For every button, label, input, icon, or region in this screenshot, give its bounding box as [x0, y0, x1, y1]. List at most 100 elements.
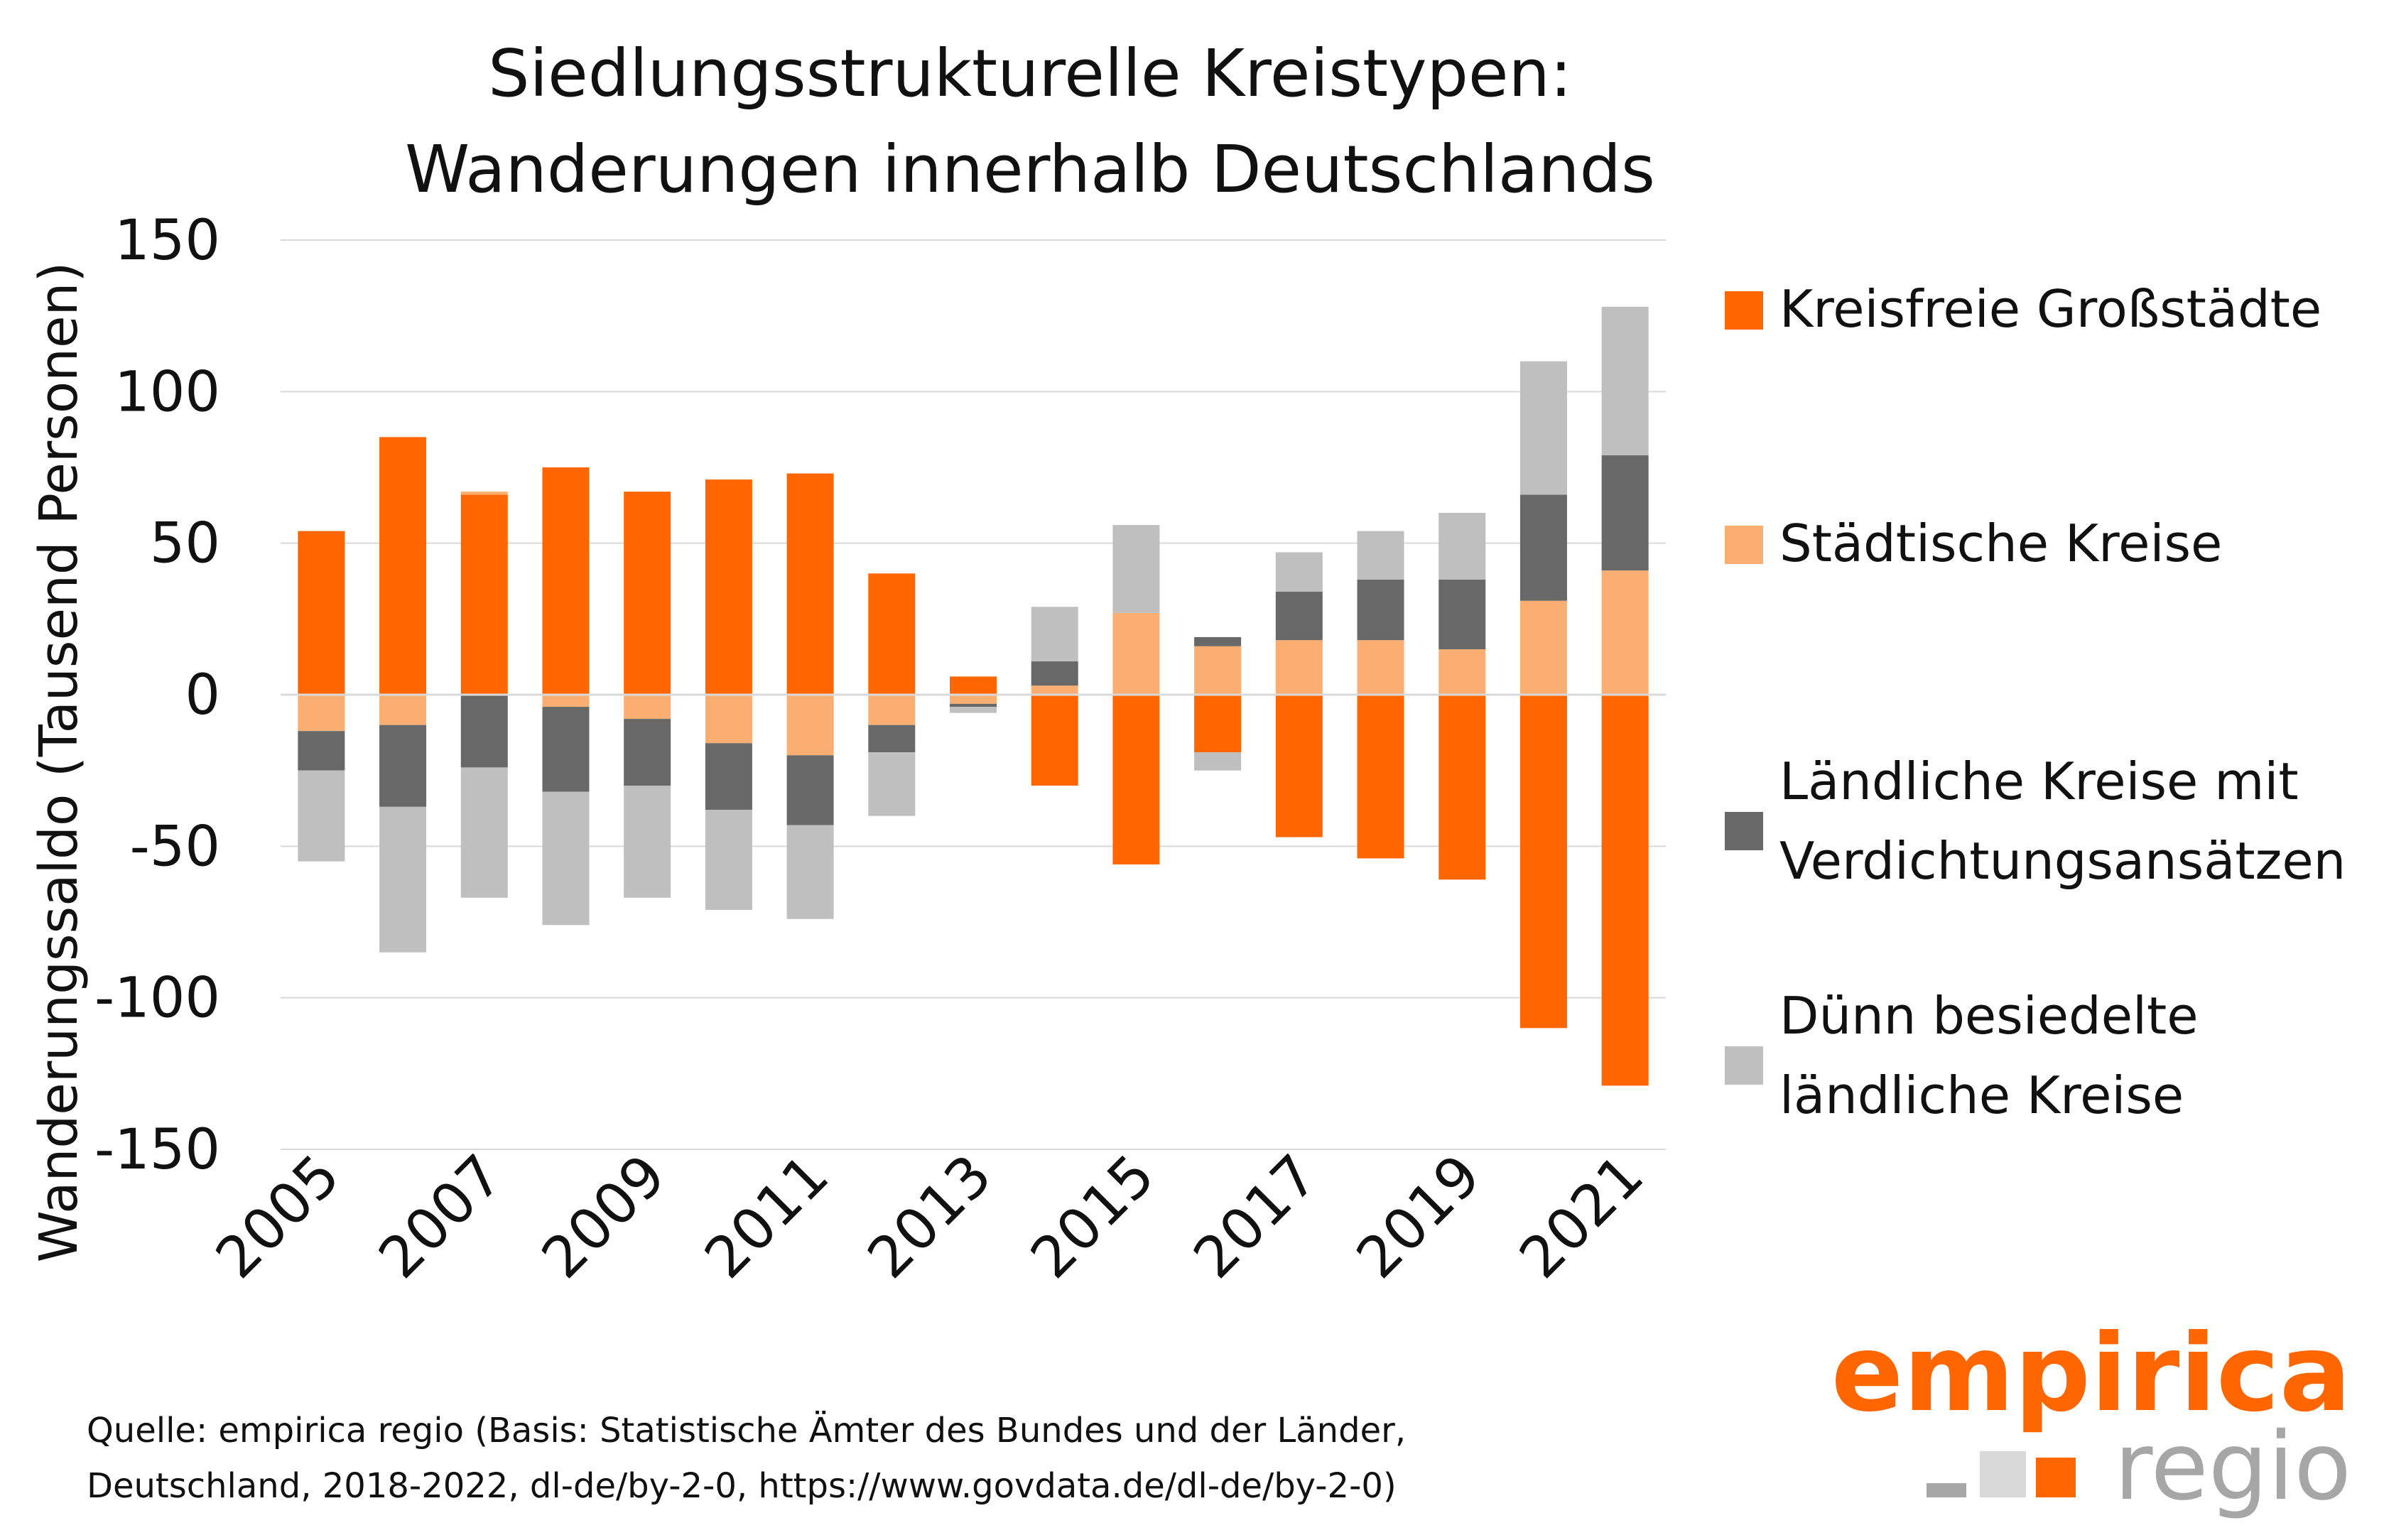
bar-2010-series-3 [705, 743, 752, 810]
bar-2017-series-3 [1275, 591, 1323, 641]
bar-2006-series-4 [379, 806, 427, 953]
bar-2010-series-1 [705, 479, 752, 695]
chart-title-line-2: Wanderungen innerhalb Deutschlands [405, 131, 1655, 207]
bar-2009-series-3 [624, 719, 671, 786]
bar-2011-series-1 [786, 473, 834, 695]
bar-2007-series-4 [460, 767, 508, 898]
y-tick-label: 0 [185, 663, 220, 727]
bar-2017-series-4 [1275, 552, 1323, 592]
legend-label-3: Verdichtungsansätzen [1779, 831, 2346, 891]
legend-label-2: Städtische Kreise [1779, 514, 2222, 573]
bar-2014-series-4 [1031, 607, 1078, 662]
y-tick-label: 150 [114, 209, 220, 273]
legend-swatch-1 [1725, 291, 1763, 330]
bar-2012-series-1 [868, 573, 916, 695]
bar-2014-series-3 [1031, 661, 1078, 686]
legend-label-1: Kreisfreie Großstädte [1779, 279, 2321, 339]
x-tick-label: 2017 [1181, 1142, 1331, 1291]
source-line-1: Quelle: empirica regio (Basis: Statistis… [87, 1411, 1406, 1450]
bar-2008-series-1 [542, 467, 590, 695]
bar-2013-series-1 [950, 676, 997, 695]
bar-2020-series-3 [1519, 494, 1567, 601]
y-tick-label: 100 [114, 360, 220, 424]
bar-2009-series-2 [624, 695, 671, 720]
bar-2007-series-3 [460, 695, 508, 768]
x-tick-label: 2015 [1018, 1142, 1167, 1291]
legend-swatch-2 [1725, 526, 1763, 564]
bar-2013-series-4 [950, 707, 997, 713]
legend-label-4: ländliche Kreise [1779, 1065, 2184, 1125]
bar-2015-series-2 [1112, 612, 1160, 695]
logo-square-medium [1980, 1451, 2026, 1497]
bar-2017-series-1 [1275, 695, 1323, 837]
bar-2006-series-1 [379, 437, 427, 695]
bar-2007-series-1 [460, 494, 508, 695]
y-tick-label: -50 [130, 815, 220, 879]
chart-title-line-1: Siedlungsstrukturelle Kreistypen: [488, 36, 1572, 112]
bar-2014-series-1 [1031, 695, 1078, 786]
bar-2021-series-2 [1601, 570, 1649, 695]
y-axis-title: Wanderungssaldo (Tausend Personen) [28, 262, 90, 1263]
bar-2016-series-2 [1194, 646, 1242, 695]
empirica-regio-logo: empirica regio [1831, 1312, 2351, 1522]
x-tick-label: 2021 [1507, 1142, 1656, 1291]
bar-2009-series-4 [624, 786, 671, 898]
bar-2021-series-1 [1601, 695, 1649, 1086]
bar-2020-series-4 [1519, 361, 1567, 495]
bar-2009-series-1 [624, 492, 671, 695]
bar-2017-series-2 [1275, 640, 1323, 695]
bar-2005-series-1 [298, 531, 345, 695]
bar-2011-series-3 [786, 755, 834, 825]
logo-wordmark-regio: regio [2114, 1412, 2351, 1522]
bar-2010-series-4 [705, 810, 752, 910]
bar-2016-series-4 [1194, 752, 1242, 771]
bar-2006-series-3 [379, 725, 427, 807]
bar-2018-series-2 [1357, 640, 1404, 695]
x-tick-label: 2013 [855, 1142, 1004, 1291]
bar-2013-series-2 [950, 695, 997, 704]
bars [298, 306, 1649, 1086]
bar-2016-series-3 [1194, 636, 1242, 646]
bar-2020-series-2 [1519, 600, 1567, 695]
x-tick-label: 2007 [366, 1142, 515, 1291]
bar-2015-series-4 [1112, 525, 1160, 613]
x-axis-ticks: 2005 2007 2009 2011 2013 2015 2017 2019 2021 [203, 1142, 1656, 1291]
x-tick-label: 2009 [529, 1142, 678, 1291]
bar-2018-series-4 [1357, 531, 1404, 580]
gridlines [281, 239, 1666, 1150]
y-tick-label: -100 [94, 967, 220, 1031]
bar-2018-series-1 [1357, 695, 1404, 859]
bar-2019-series-2 [1438, 649, 1486, 695]
bar-2005-series-4 [298, 770, 345, 862]
source-note: Quelle: empirica regio (Basis: Statistis… [87, 1411, 1406, 1506]
logo-square-orange [2036, 1458, 2076, 1497]
bar-2008-series-3 [542, 707, 590, 792]
y-tick-label: -150 [94, 1118, 220, 1182]
bar-2008-series-2 [542, 695, 590, 707]
bar-2019-series-1 [1438, 695, 1486, 880]
bar-2005-series-3 [298, 731, 345, 771]
logo-square-small [1927, 1483, 1966, 1497]
bar-2006-series-2 [379, 695, 427, 725]
bar-2005-series-2 [298, 695, 345, 732]
x-tick-label: 2005 [203, 1142, 352, 1291]
logo-wordmark-empirica: empirica [1831, 1312, 2351, 1436]
bar-2018-series-3 [1357, 579, 1404, 641]
bar-2016-series-1 [1194, 695, 1242, 753]
bar-2008-series-4 [542, 791, 590, 926]
bar-2020-series-1 [1519, 695, 1567, 1029]
bar-2021-series-4 [1601, 306, 1649, 455]
bar-2012-series-4 [868, 752, 916, 816]
bar-2011-series-4 [786, 825, 834, 919]
bar-2013-series-3 [950, 703, 997, 707]
legend-label-3: Ländliche Kreise mit [1779, 752, 2299, 811]
bar-2019-series-3 [1438, 579, 1486, 649]
bar-2012-series-2 [868, 695, 916, 725]
bar-2011-series-2 [786, 695, 834, 756]
bar-2007-series-2 [460, 492, 508, 495]
y-tick-label: 50 [150, 512, 220, 576]
x-tick-label: 2019 [1344, 1142, 1493, 1291]
legend-swatch-3 [1725, 812, 1763, 850]
bar-2010-series-2 [705, 695, 752, 744]
